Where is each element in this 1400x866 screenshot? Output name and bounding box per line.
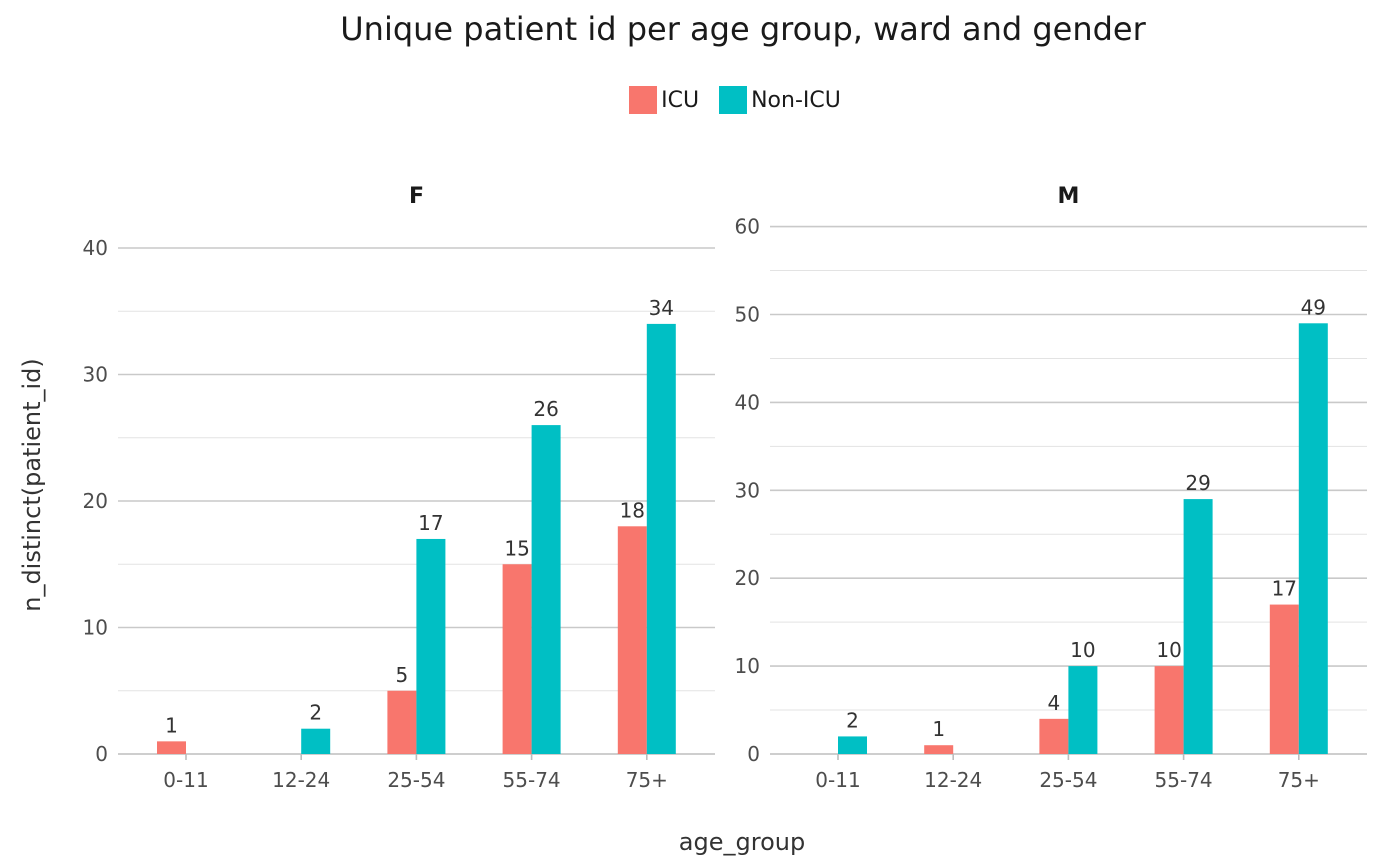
y-tick-label-m: 10 — [735, 654, 760, 678]
bar-m-icu — [1269, 604, 1299, 754]
y-tick-label-f: 0 — [95, 742, 108, 766]
bar-f-icu — [617, 526, 647, 754]
y-tick-label-m: 30 — [735, 478, 760, 502]
x-tick-label-f: 75+ — [626, 768, 668, 792]
x-tick-label-m: 55-74 — [1155, 768, 1213, 792]
y-tick-label-m: 0 — [747, 742, 760, 766]
x-tick-label-f: 12-24 — [272, 768, 330, 792]
data-label-m-non-icu: 2 — [846, 708, 859, 732]
legend-label-icu: ICU — [661, 87, 700, 113]
x-tick-label-m: 12-24 — [924, 768, 982, 792]
x-axis-title: age_group — [679, 828, 805, 856]
facet-strip-m: M — [1058, 184, 1080, 209]
y-axis-title: n_distinct(patient_id) — [18, 358, 46, 612]
bar-m-non-icu — [1183, 499, 1213, 754]
legend-item-icu: ICU — [629, 86, 699, 114]
y-tick-label-f: 40 — [83, 236, 108, 260]
bar-f-non-icu — [416, 538, 446, 754]
data-label-m-non-icu: 29 — [1185, 471, 1210, 495]
bar-f-icu — [157, 741, 186, 754]
data-label-f-icu: 15 — [504, 536, 529, 560]
x-tick-label-f: 25-54 — [387, 768, 445, 792]
data-label-m-non-icu: 49 — [1301, 295, 1326, 319]
y-tick-label-m: 50 — [735, 303, 760, 327]
bar-m-non-icu — [838, 736, 867, 754]
y-tick-label-f: 30 — [83, 363, 108, 387]
legend-label-non-icu: Non-ICU — [751, 87, 841, 113]
data-label-f-icu: 18 — [620, 498, 645, 522]
x-tick-label-m: 25-54 — [1039, 768, 1097, 792]
data-label-f-icu: 5 — [396, 663, 409, 687]
data-label-m-icu: 4 — [1048, 691, 1061, 715]
bar-m-icu — [924, 745, 954, 754]
bar-m-icu — [1039, 718, 1069, 754]
data-label-f-non-icu: 2 — [309, 701, 322, 725]
y-tick-label-m: 40 — [735, 390, 760, 414]
bar-m-non-icu — [1298, 323, 1328, 754]
bar-f-non-icu — [646, 323, 676, 754]
data-label-m-icu: 10 — [1156, 638, 1181, 662]
data-label-f-non-icu: 34 — [649, 296, 674, 320]
data-label-m-icu: 1 — [932, 717, 945, 741]
legend-item-non-icu: Non-ICU — [719, 86, 841, 114]
data-label-f-non-icu: 17 — [418, 511, 443, 535]
x-tick-label-m: 0-11 — [815, 768, 860, 792]
y-tick-label-f: 20 — [83, 489, 108, 513]
x-tick-label-f: 55-74 — [503, 768, 561, 792]
bar-m-icu — [1154, 666, 1184, 754]
chart-title: Unique patient id per age group, ward an… — [340, 10, 1146, 48]
legend: ICU Non-ICU — [0, 86, 1400, 114]
facet-strip-f: F — [409, 184, 424, 209]
x-tick-label-m: 75+ — [1278, 768, 1320, 792]
data-label-f-icu: 1 — [165, 713, 178, 737]
y-tick-label-f: 10 — [83, 616, 108, 640]
data-label-m-non-icu: 10 — [1070, 638, 1095, 662]
legend-swatch-non-icu — [719, 86, 748, 114]
legend-swatch-icu — [629, 86, 658, 114]
bar-f-icu — [502, 564, 532, 754]
bar-f-non-icu — [301, 728, 331, 754]
data-label-m-icu: 17 — [1272, 577, 1297, 601]
bar-f-non-icu — [531, 425, 561, 754]
y-tick-label-m: 20 — [735, 566, 760, 590]
bar-f-icu — [387, 690, 417, 754]
data-label-f-non-icu: 26 — [533, 397, 558, 421]
y-tick-label-m: 60 — [735, 215, 760, 239]
bar-m-non-icu — [1068, 666, 1098, 754]
x-tick-label-f: 0-11 — [163, 768, 208, 792]
